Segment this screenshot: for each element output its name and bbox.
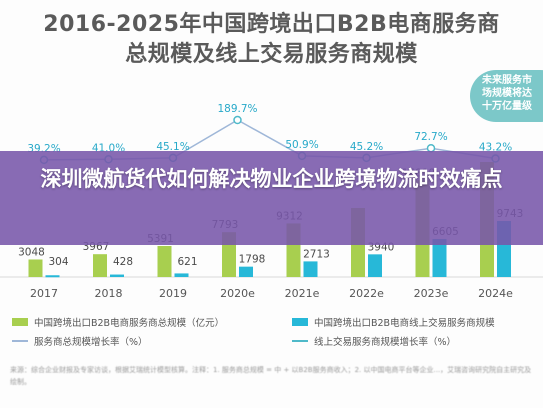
x-tick-2020e: 2020e <box>220 287 255 300</box>
bar-online-2020e <box>239 266 253 277</box>
legend-label-online-bar: 中国跨境出口B2B电商线上交易服务商规模 <box>314 318 495 329</box>
legend-label-total-line: 服务商总规模增长率（%） <box>34 337 148 348</box>
bar-online-2019 <box>174 273 189 277</box>
label-online-2020e: 1798 <box>239 254 266 266</box>
growth-label-2023e: 72.7% <box>414 131 447 143</box>
growth-label-2019: 45.1% <box>156 141 189 153</box>
growth-label-2024e: 43.2% <box>479 142 512 154</box>
x-tick-2021e: 2021e <box>285 287 320 300</box>
bar-online-2023e <box>432 239 447 277</box>
source-footnote: 来源：综合企业财报及专家访谈，根据艾瑞统计模型核算。注释：1. 服务商总规模 =… <box>10 366 532 386</box>
x-tick-2024e: 2024e <box>478 287 513 300</box>
badge-line-2: 场规模将达 <box>482 88 532 99</box>
x-tick-2018: 2018 <box>95 287 123 300</box>
x-tick-2017: 2017 <box>30 287 58 300</box>
chart-title-line2: 总规模及线上交易服务商规模 <box>125 42 418 67</box>
label-online-2019: 621 <box>177 256 197 268</box>
label-online-2021e: 2713 <box>303 248 330 260</box>
legend-swatch-total-bar <box>12 318 28 326</box>
label-total-2017: 3048 <box>18 246 45 258</box>
badge-line-1: 未来服务市 <box>482 75 532 86</box>
growth-point-2020e <box>233 115 242 125</box>
bar-online-2022e <box>368 254 382 277</box>
label-online-2017: 304 <box>48 256 68 268</box>
legend-swatch-online-bar <box>292 318 308 326</box>
bar-total-2017 <box>28 259 43 277</box>
chart-title-line1: 2016-2025年中国跨境出口B2B电商服务商 <box>43 12 500 37</box>
x-tick-2019: 2019 <box>159 287 187 300</box>
label-online-2018: 428 <box>113 256 133 268</box>
forecast-badge: 未来服务市 场规模将达 十万亿量级 <box>470 70 543 122</box>
legend-label-online-line: 线上交易服务商规模增长率（%） <box>314 337 457 348</box>
bar-total-2019 <box>157 246 172 277</box>
bar-online-2018 <box>110 274 124 277</box>
x-tick-2023e: 2023e <box>414 287 449 300</box>
article-overlay-banner <box>0 151 543 245</box>
bar-total-2018 <box>93 254 107 277</box>
legend-swatch-online-line <box>292 340 308 342</box>
x-tick-2022e: 2022e <box>349 287 384 300</box>
legend-label-total-bar: 中国跨境出口B2B电商服务商总规模（亿元） <box>34 318 225 329</box>
legend-swatch-total-line <box>12 340 28 342</box>
bar-online-2017 <box>45 275 60 278</box>
article-overlay-title: 深圳微航货代如何解决物业企业跨境物流时效痛点 <box>40 167 503 191</box>
badge-line-3: 十万亿量级 <box>482 101 532 112</box>
bar-online-2021e <box>303 261 318 277</box>
growth-label-2020e: 189.7% <box>217 103 257 115</box>
growth-label-2022e: 45.2% <box>350 141 383 153</box>
growth-label-2021e: 50.9% <box>285 139 318 151</box>
